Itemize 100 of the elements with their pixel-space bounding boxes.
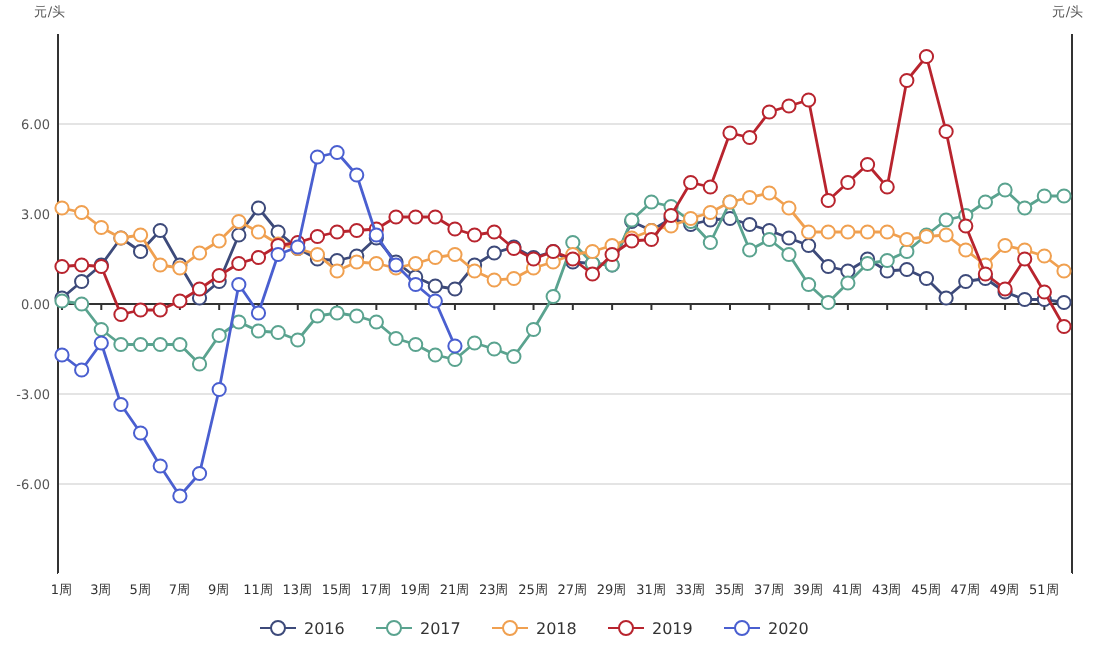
point — [761, 185, 777, 201]
point — [74, 362, 90, 378]
point — [191, 465, 208, 482]
point — [977, 266, 994, 282]
point — [840, 224, 856, 240]
point — [368, 314, 384, 330]
point — [113, 336, 129, 353]
point — [427, 347, 443, 363]
point — [486, 245, 502, 261]
point — [781, 246, 797, 263]
point — [211, 267, 227, 284]
point — [958, 273, 974, 290]
point — [250, 224, 267, 240]
point — [152, 302, 168, 318]
point — [388, 330, 404, 347]
point — [545, 288, 561, 305]
point — [309, 228, 326, 245]
point — [408, 336, 424, 353]
point — [820, 224, 836, 240]
point — [172, 336, 188, 353]
point — [309, 308, 326, 324]
point — [800, 92, 817, 108]
point — [938, 290, 954, 306]
point — [742, 129, 758, 146]
point — [1056, 318, 1072, 335]
point — [349, 308, 365, 324]
point — [447, 338, 463, 354]
point — [722, 125, 738, 141]
point — [702, 234, 718, 251]
point — [329, 305, 345, 321]
point — [1056, 188, 1072, 204]
point — [408, 276, 424, 293]
point — [466, 335, 483, 351]
point — [113, 396, 129, 413]
point — [309, 246, 326, 263]
point — [74, 204, 90, 221]
point — [329, 224, 345, 240]
point — [781, 230, 797, 246]
point — [781, 200, 797, 216]
point — [761, 104, 777, 120]
point — [742, 242, 758, 258]
point — [349, 167, 365, 183]
point — [899, 72, 915, 89]
point — [938, 212, 954, 228]
point — [820, 294, 836, 311]
point — [74, 296, 90, 312]
point — [231, 314, 247, 330]
point — [349, 254, 365, 270]
point — [742, 189, 758, 206]
point — [231, 213, 247, 230]
point — [93, 335, 109, 351]
point — [1056, 294, 1072, 311]
point — [977, 194, 994, 210]
point — [506, 348, 522, 365]
point — [506, 270, 522, 287]
point — [93, 321, 109, 338]
point — [958, 242, 974, 258]
point — [329, 263, 345, 279]
point — [997, 237, 1013, 254]
point — [211, 233, 227, 249]
point — [742, 216, 758, 233]
point — [132, 336, 149, 353]
point — [211, 327, 227, 344]
point — [859, 255, 876, 272]
point — [781, 98, 797, 114]
point — [172, 488, 188, 504]
point — [800, 224, 817, 240]
point — [820, 192, 836, 209]
point — [329, 144, 345, 161]
point — [368, 255, 384, 272]
legend-label: 2018 — [536, 619, 577, 638]
point — [250, 249, 267, 266]
point — [408, 209, 424, 225]
legend-label: 2016 — [304, 619, 345, 638]
point — [152, 257, 168, 273]
point — [997, 182, 1013, 198]
point — [1017, 251, 1033, 267]
point — [859, 156, 876, 173]
point — [191, 281, 208, 297]
point — [840, 275, 856, 291]
point — [231, 276, 247, 293]
point — [466, 263, 483, 279]
point — [584, 243, 601, 260]
point — [349, 222, 365, 239]
point — [408, 255, 424, 272]
point — [132, 243, 149, 260]
point — [918, 270, 935, 287]
point — [879, 224, 895, 240]
point — [643, 231, 660, 248]
point — [938, 123, 954, 140]
point — [447, 281, 463, 297]
point — [231, 227, 247, 243]
point — [74, 257, 90, 273]
point — [447, 221, 463, 237]
point — [486, 224, 502, 240]
legend-label: 2019 — [652, 619, 693, 638]
point — [899, 261, 915, 278]
point — [584, 266, 601, 282]
point — [191, 245, 208, 261]
point — [113, 306, 129, 323]
